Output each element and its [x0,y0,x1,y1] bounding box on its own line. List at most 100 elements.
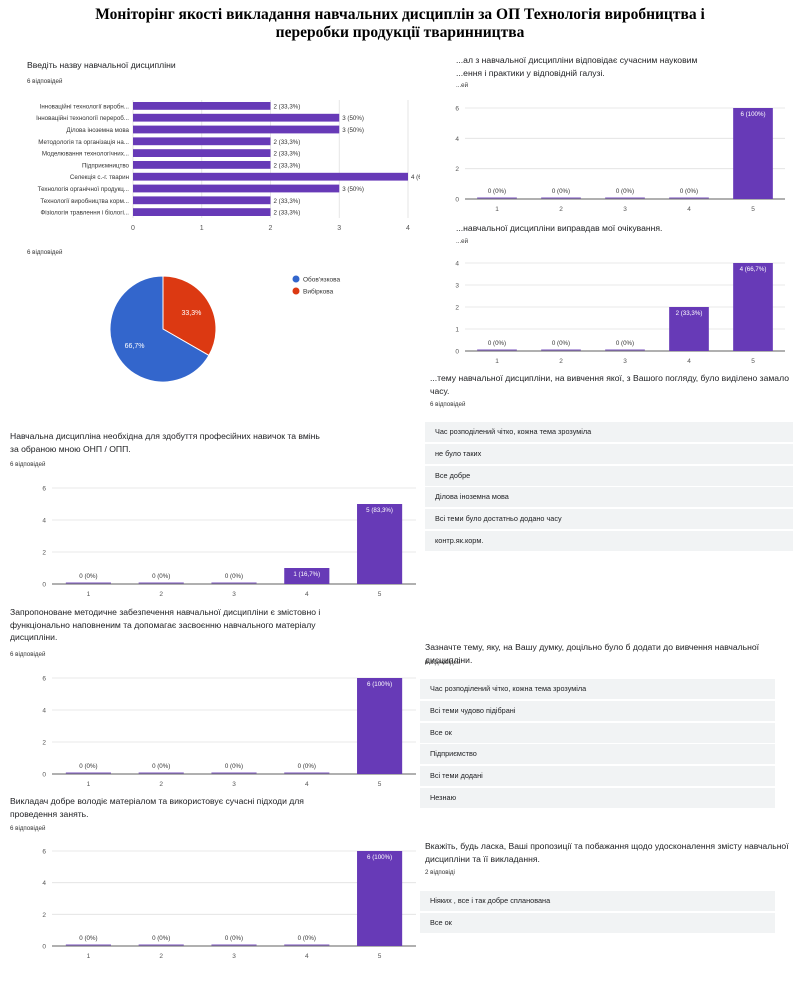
course-type-pie-chart: 33,3% 66,7% Обов'язкова Вибіркова [109,275,340,383]
y-tick-label: 0 [42,772,46,779]
y-tick-label: 0 [42,944,46,951]
question-title: Вкажіть, будь ласка, Ваші пропозиції та … [425,840,789,865]
category-label: Підприємництво [82,162,130,169]
data-label: 6 (100%) [367,854,392,861]
category-label: Фізіологія травлення і біологі... [41,210,130,217]
list-item: Все добре [425,465,793,486]
data-label: 0 (0%) [225,935,243,942]
response-count: 6 відповідей [425,659,461,666]
question-line: Навчальна дисципліна необхідна для здобу… [10,431,320,441]
page-title-line-2: переробки продукції тваринництва [275,24,525,41]
question-title: ...тему навчальної дисципліни, на вивчен… [430,372,789,397]
data-label: 1 (16,7%) [293,571,320,578]
list-item: не було таких [425,443,793,464]
data-label: 0 (0%) [152,935,170,942]
pie-slice [162,275,217,357]
data-label: 0 (0%) [552,188,570,195]
question-title: ...ал з навчальної дисципліни відповідає… [456,54,697,79]
question-line: дисципліни та її викладання. [425,853,540,864]
y-tick-label: 1 [455,327,459,334]
data-label: 4 (66,7%) [411,174,420,181]
x-tick-label: 1 [87,953,91,960]
x-tick-label: 2 [559,358,563,365]
response-count: 6 відповідей [430,401,466,408]
y-tick-label: 6 [42,486,46,493]
bar [133,102,271,110]
x-tick-label: 3 [337,225,341,232]
x-tick-label: 2 [159,953,163,960]
response-count: 2 відповіді [425,869,455,876]
data-label: 6 (100%) [367,681,392,688]
data-label: 0 (0%) [79,763,97,770]
course-type-card: 6 відповідей 33,3% 66,7% Обов'язкова Вибірк… [0,245,420,395]
y-tick-label: 3 [455,283,459,290]
bar [133,125,340,134]
category-label: Моделювання технологічних... [42,151,129,158]
question-line: Вкажіть, будь ласка, Ваші пропозиції та … [425,841,789,851]
bar [133,196,271,205]
question-line: Зазначте тему, яку, на Вашу думку, доціл… [425,642,760,665]
slice-label: 33,3% [182,310,202,317]
question-title: Викладач добре володіє матеріалом та вик… [10,795,304,820]
y-tick-label: 6 [42,676,46,683]
data-label: 4 (66,7%) [740,266,767,273]
response-count: ...ей [456,82,469,89]
x-tick-label: 1 [495,206,499,213]
x-tick-label: 4 [687,358,691,365]
question-line: ...навчальної дисципліни виправдав мої о… [456,223,663,233]
data-label: 0 (0%) [616,188,634,195]
question-line: функціонально наповненим та допомагає за… [10,619,316,630]
x-tick-label: 3 [623,206,627,213]
legend-swatch [292,287,300,295]
y-tick-label: 4 [42,880,46,887]
answers-list: Час розподілений чітко, кожна тема зрозу… [420,679,775,810]
x-tick-label: 4 [305,591,309,598]
data-label: 0 (0%) [488,340,506,347]
x-tick-label: 5 [378,953,382,960]
x-tick-label: 1 [87,781,91,788]
y-tick-label: 4 [455,261,459,268]
bar [357,851,403,946]
y-tick-label: 6 [455,106,459,113]
question-line: ...ення і практики у відповідній галузі. [456,67,605,78]
list-item: Підприємство [420,744,775,765]
teacher-chart: 0 2 4 6 1 0 (0%) 2 0 (0%) 3 0 (0%) 4 0 (0%) 5 6 (100%… [42,849,416,960]
list-item: контр.як.корм. [425,530,793,551]
bar [133,149,271,157]
list-item: Все ок [420,722,775,743]
list-item: Час розподілений чітко, кожна тема зрозу… [425,422,793,442]
data-label: 0 (0%) [552,340,570,347]
list-item: Все ок [420,912,775,933]
x-tick-label: 5 [378,781,382,788]
category-label: Технологія органічної продукц... [38,186,130,193]
bar [133,172,408,181]
legend-label: Вибіркова [303,288,334,296]
x-tick-label: 4 [687,206,691,213]
y-tick-label: 2 [42,912,46,919]
data-label: 3 (50%) [342,127,364,134]
question-line: проведення занять. [10,808,89,819]
data-label: 0 (0%) [79,573,97,580]
category-label: Інноваційні технології виробн... [40,103,130,110]
y-tick-label: 4 [42,518,46,525]
x-tick-label: 2 [269,225,273,232]
data-label: 2 (33,3%) [274,198,301,205]
response-count: ...ей [456,238,469,245]
page-title-line-1: Моніторінг якості викладання навчальних … [95,6,705,23]
data-label: 0 (0%) [152,763,170,770]
category-label: Методологія та організація на... [38,139,129,146]
data-label: 2 (33,3%) [274,139,301,146]
skills-card: Навчальна дисципліна необхідна для здобу… [0,425,420,605]
response-count: 6 відповідей [27,249,63,256]
teacher-card: Викладач добре володіє матеріалом та вик… [0,793,420,963]
bar [357,504,403,584]
modern-content-chart: 0 2 4 6 1 0 (0%) 2 0 (0%) 3 0 (0%) 4 0 (0%) 5 6 (100%… [455,106,785,213]
question-line: Викладач добре володіє матеріалом та вик… [10,796,304,806]
bar [733,263,773,351]
page-title: Моніторінг якості викладання навчальних … [0,6,800,42]
question-title: Запропоноване методичне забезпечення нав… [10,606,320,644]
x-tick-label: 2 [159,781,163,788]
response-count: 6 відповідей [10,461,46,468]
x-tick-label: 4 [406,225,410,232]
data-label: 2 (33,3%) [274,162,301,169]
